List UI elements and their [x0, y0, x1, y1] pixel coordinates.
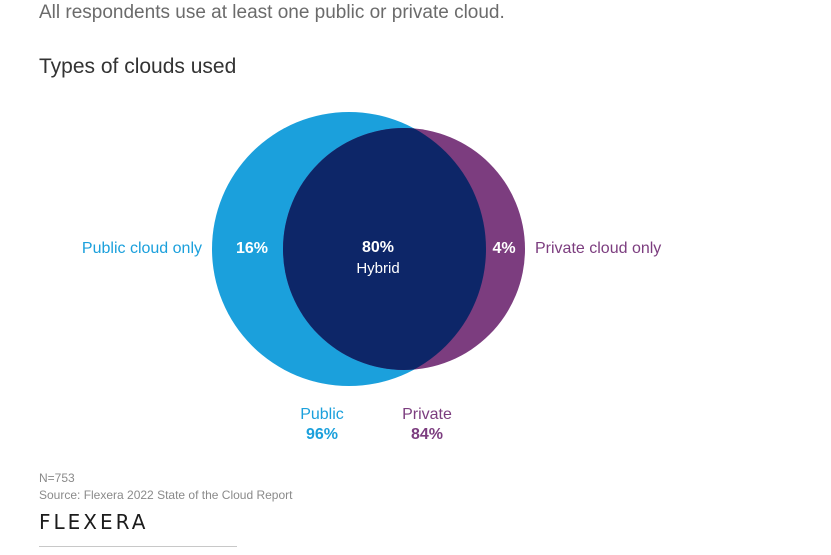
- chart-title: Types of clouds used: [39, 55, 237, 78]
- private-only-value: 4%: [492, 240, 515, 257]
- public-only-label: Public cloud only: [82, 240, 202, 257]
- sample-size: N=753: [39, 471, 75, 485]
- source-note: Source: Flexera 2022 State of the Cloud …: [39, 488, 293, 502]
- flexera-logo: FLEXERA: [39, 510, 149, 534]
- footer-divider: [39, 546, 237, 547]
- public-only-value: 16%: [236, 240, 268, 257]
- public-name-label: Public: [300, 406, 344, 423]
- private-only-label: Private cloud only: [535, 240, 661, 257]
- private-name-label: Private: [402, 406, 452, 423]
- public-total-value: 96%: [306, 426, 338, 443]
- hybrid-label: Hybrid: [356, 260, 399, 277]
- intro-text: All respondents use at least one public …: [39, 2, 505, 23]
- hybrid-intersection: [283, 128, 486, 370]
- private-total-value: 84%: [411, 426, 443, 443]
- hybrid-value: 80%: [362, 239, 394, 256]
